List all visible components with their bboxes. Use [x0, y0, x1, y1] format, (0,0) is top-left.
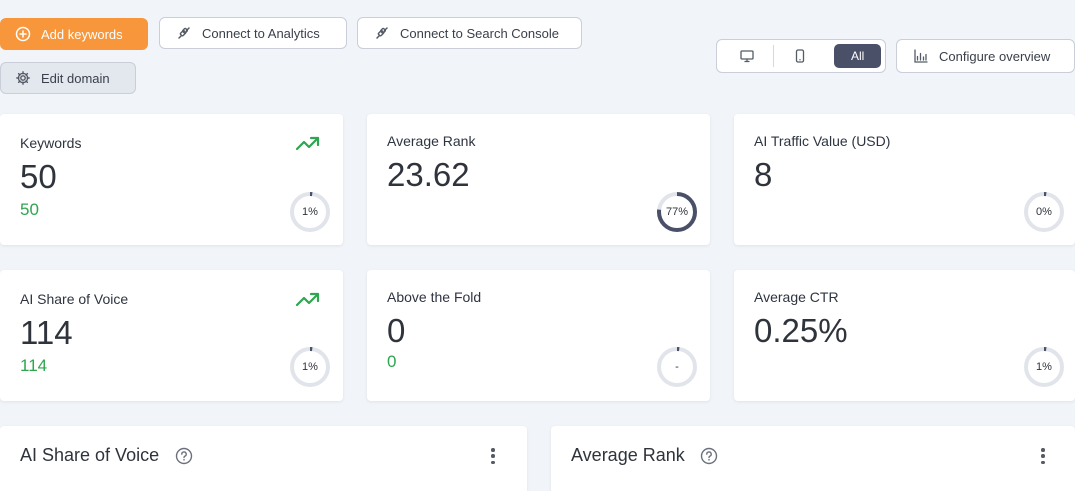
- desktop-toggle[interactable]: [721, 44, 773, 68]
- progress-ring-value: 1%: [302, 361, 318, 373]
- trending-up-icon: [295, 292, 320, 307]
- progress-ring: 1%: [289, 191, 331, 233]
- mobile-icon: [792, 48, 808, 64]
- progress-ring: 77%: [656, 191, 698, 233]
- connect-analytics-label: Connect to Analytics: [202, 25, 320, 41]
- more-options-icon[interactable]: [1035, 446, 1051, 466]
- progress-ring-value: -: [675, 361, 679, 373]
- metric-value: 23.62: [387, 156, 470, 193]
- configure-overview-button[interactable]: Configure overview: [896, 39, 1075, 73]
- add-keywords-label: Add keywords: [41, 26, 123, 42]
- edit-domain-label: Edit domain: [41, 70, 110, 86]
- progress-ring-value: 1%: [1036, 361, 1052, 373]
- connect-analytics-button[interactable]: Connect to Analytics: [159, 17, 347, 49]
- metric-value: 0: [387, 312, 406, 349]
- metric-change: 114: [20, 356, 48, 375]
- configure-overview-label: Configure overview: [939, 48, 1051, 64]
- add-keywords-button[interactable]: Add keywords: [0, 18, 148, 50]
- metric-change: 50: [20, 200, 39, 219]
- metric-label: Keywords: [20, 135, 82, 151]
- help-icon[interactable]: [175, 447, 193, 465]
- progress-ring: 0%: [1023, 191, 1065, 233]
- desktop-icon: [739, 48, 755, 64]
- metric-change: 0: [387, 352, 397, 371]
- metric-value: 8: [754, 156, 773, 193]
- device-toggle: All: [716, 39, 886, 73]
- panel-ai-share-of-voice: AI Share of Voice: [0, 426, 527, 491]
- progress-ring: -: [656, 346, 698, 388]
- more-options-icon[interactable]: [485, 446, 501, 466]
- trending-up-icon: [295, 136, 320, 151]
- edit-domain-button[interactable]: Edit domain: [0, 62, 136, 94]
- metric-card-average-ctr: Average CTR 0.25% 1%: [734, 270, 1075, 401]
- bar-chart-icon: [913, 48, 929, 64]
- panel-title: Average Rank: [571, 445, 685, 465]
- connect-search-console-label: Connect to Search Console: [400, 25, 559, 41]
- panel-title: AI Share of Voice: [20, 445, 160, 465]
- metric-card-keywords: Keywords 50 50 1%: [0, 114, 343, 245]
- progress-ring-value: 0%: [1036, 206, 1052, 218]
- metric-label: AI Share of Voice: [20, 291, 129, 307]
- metric-label: Average CTR: [754, 289, 839, 305]
- connect-search-console-button[interactable]: Connect to Search Console: [357, 17, 582, 49]
- metric-value: 114: [20, 314, 73, 351]
- metric-label: Average Rank: [387, 133, 476, 149]
- metric-label: AI Traffic Value (USD): [754, 133, 891, 149]
- progress-ring-value: 1%: [302, 206, 318, 218]
- gear-icon: [15, 70, 31, 86]
- plus-circle-icon: [15, 26, 31, 42]
- progress-ring: 1%: [289, 346, 331, 388]
- metric-card-ai-traffic-value: AI Traffic Value (USD) 8 0%: [734, 114, 1075, 245]
- mobile-toggle[interactable]: [774, 44, 826, 68]
- metric-card-above-the-fold: Above the Fold 0 0 -: [367, 270, 710, 401]
- metric-label: Above the Fold: [387, 289, 482, 305]
- metric-value: 50: [20, 158, 57, 195]
- help-icon[interactable]: [700, 447, 718, 465]
- metric-card-ai-share-of-voice: AI Share of Voice 114 114 1%: [0, 270, 343, 401]
- panel-average-rank: Average Rank: [551, 426, 1075, 491]
- metric-card-average-rank: Average Rank 23.62 77%: [367, 114, 710, 245]
- metric-value: 0.25%: [754, 312, 848, 349]
- plug-icon: [176, 25, 192, 41]
- progress-ring: 1%: [1023, 346, 1065, 388]
- progress-ring-value: 77%: [665, 206, 689, 218]
- plug-icon: [374, 25, 390, 41]
- all-devices-toggle[interactable]: All: [834, 44, 881, 68]
- toggle-divider: [773, 45, 775, 67]
